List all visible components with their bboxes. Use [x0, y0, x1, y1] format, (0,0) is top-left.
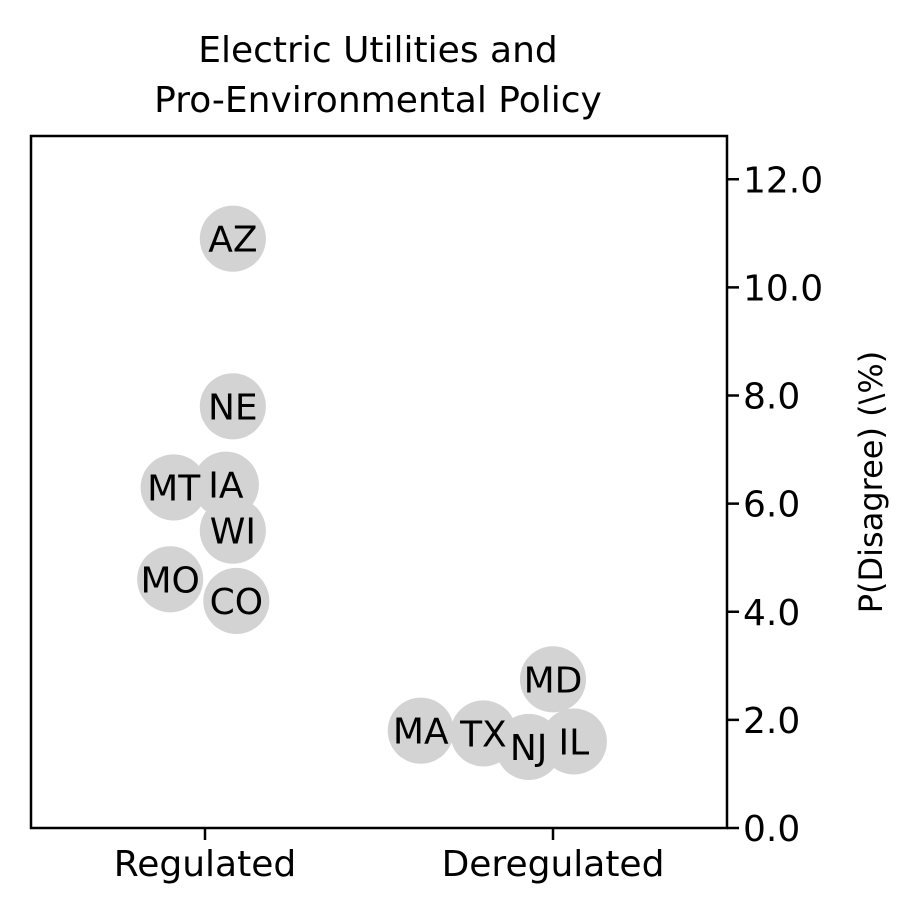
plot-frame — [29, 134, 729, 830]
data-point-label: NJ — [510, 728, 548, 769]
data-point-label: IA — [208, 466, 244, 507]
data-points — [137, 205, 607, 780]
data-point — [203, 567, 270, 634]
data-point — [137, 546, 204, 613]
x-tick-label: Deregulated — [442, 844, 665, 885]
data-point-label: CO — [210, 582, 263, 623]
data-point-label: TX — [459, 714, 507, 755]
data-point — [387, 697, 454, 764]
data-point-label: AZ — [208, 220, 257, 261]
data-point-label: MT — [147, 468, 201, 509]
data-point — [199, 205, 266, 272]
y-tick-label: 0.0 — [743, 809, 800, 850]
y-tick-label: 4.0 — [743, 593, 800, 634]
y-tick-label: 10.0 — [743, 268, 823, 309]
x-tick-label: Regulated — [114, 844, 296, 885]
data-point-label: MA — [393, 712, 449, 753]
data-point — [540, 708, 607, 775]
chart-title: Electric Utilities and Pro-Environmental… — [154, 30, 602, 121]
data-point-label: NE — [208, 387, 258, 428]
data-point-label: MD — [524, 660, 583, 701]
data-point-label: WI — [210, 512, 256, 553]
data-point — [140, 454, 207, 521]
y-axis-label: P(Disagree) (\%) — [852, 351, 890, 614]
y-axis: 0.0 2.0 4.0 6.0 8.0 10.0 12.0 — [727, 160, 823, 850]
y-tick-label: 2.0 — [743, 701, 800, 742]
y-tick-label: 6.0 — [743, 485, 800, 526]
y-tick-label: 12.0 — [743, 160, 823, 201]
data-point-label: IL — [559, 723, 590, 764]
data-point — [199, 497, 266, 564]
x-axis: Regulated Deregulated — [114, 828, 665, 885]
chart-title-line-1: Electric Utilities and — [198, 30, 558, 71]
data-point — [519, 646, 587, 713]
y-tick-label: 8.0 — [743, 377, 800, 418]
data-point — [199, 373, 266, 440]
chart-title-line-2: Pro-Environmental Policy — [154, 80, 602, 121]
data-point-label: MO — [140, 560, 199, 601]
